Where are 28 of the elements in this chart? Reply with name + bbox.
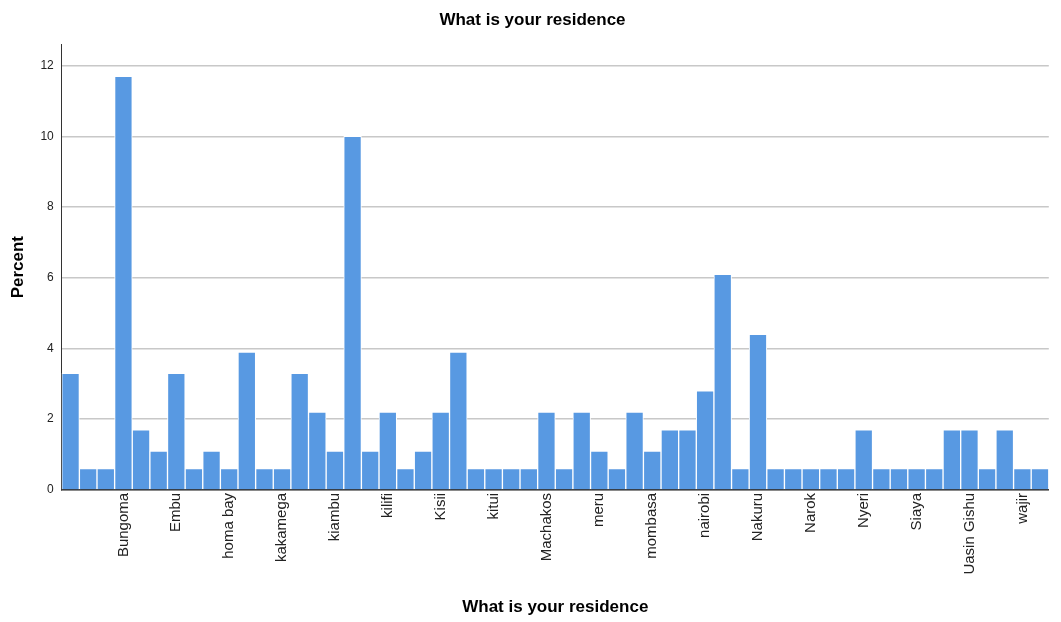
x-tick-label: kakamega bbox=[272, 492, 290, 563]
y-tick-label: 4 bbox=[47, 340, 55, 355]
x-tick-label: kiambu bbox=[325, 492, 343, 542]
x-tick-label: kilifi bbox=[377, 492, 395, 518]
x-tick-label: kitui bbox=[483, 492, 501, 520]
x-tick-label: Siaya bbox=[906, 492, 924, 531]
y-tick-label: 2 bbox=[47, 411, 55, 426]
x-tick-label: wajir bbox=[1012, 492, 1030, 525]
y-tick-label: 12 bbox=[40, 57, 55, 72]
y-tick-label: 8 bbox=[47, 199, 55, 214]
chart-title: What is your residence bbox=[439, 9, 626, 29]
x-tick-label: Uasin Gishu bbox=[959, 492, 977, 575]
x-tick-label: Bungoma bbox=[113, 492, 131, 558]
y-axis-title: Percent bbox=[7, 235, 27, 299]
x-tick-label: Nyeri bbox=[853, 492, 871, 528]
x-axis-title: What is your residence bbox=[462, 597, 649, 617]
x-tick-label: Narok bbox=[801, 492, 818, 533]
x-tick-label: mombasa bbox=[642, 492, 660, 559]
x-tick-label: Embu bbox=[166, 492, 184, 533]
y-tick-label: 6 bbox=[47, 270, 55, 285]
x-tick-label: Kisii bbox=[430, 492, 448, 521]
x-tick-label: meru bbox=[589, 492, 607, 528]
x-tick-label: Nakuru bbox=[748, 492, 766, 542]
x-tick-label: Machakos bbox=[536, 492, 554, 562]
y-tick-label: 0 bbox=[47, 482, 55, 497]
x-tick-label: homa bay bbox=[219, 492, 237, 559]
x-tick-label: nairobi bbox=[695, 492, 713, 538]
y-tick-label: 10 bbox=[40, 128, 55, 143]
